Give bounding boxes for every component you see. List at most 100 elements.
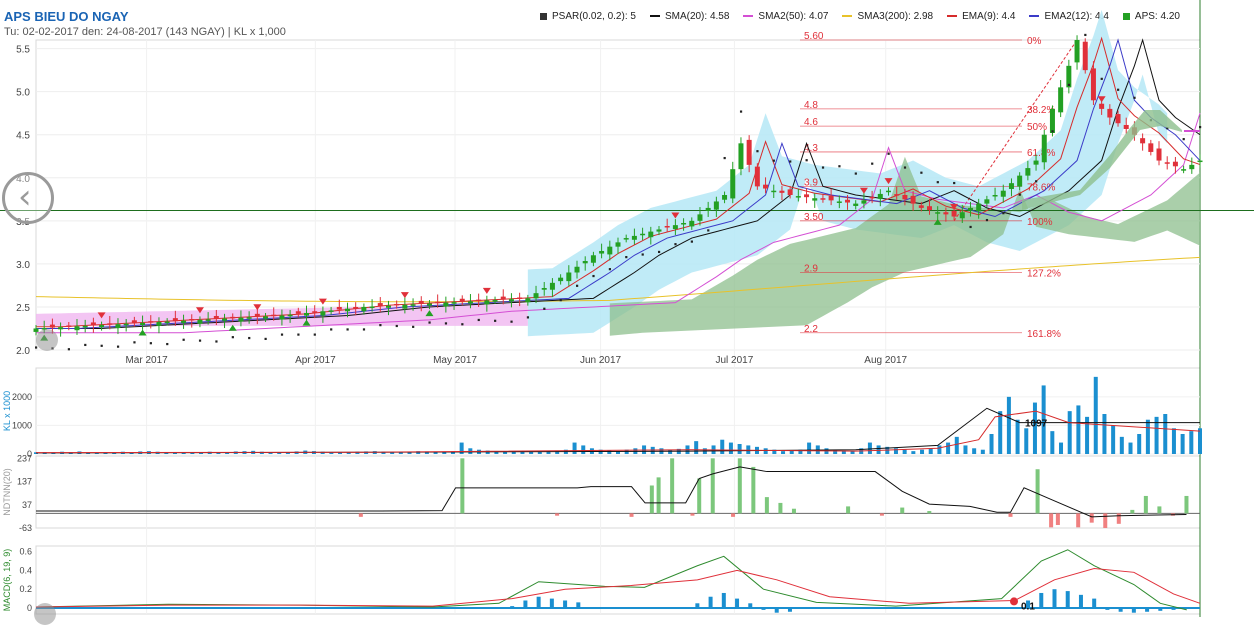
- candle-body: [533, 293, 539, 299]
- candle-body: [836, 201, 842, 203]
- candle-body: [746, 139, 752, 165]
- candle-body: [287, 314, 293, 317]
- volume-bar: [1180, 434, 1185, 454]
- psar-dot: [953, 181, 956, 185]
- candle-body: [189, 319, 195, 321]
- psar-dot: [313, 333, 316, 336]
- candle-body: [812, 198, 818, 201]
- volume-bar: [737, 444, 742, 454]
- candle-body: [722, 195, 728, 200]
- y-tick-label: 5.5: [16, 45, 30, 56]
- candle-body: [918, 205, 924, 208]
- y-tick-label: 5.0: [16, 88, 30, 99]
- volume-bar: [1015, 419, 1020, 454]
- psar-dot: [477, 318, 480, 322]
- candle-body: [115, 324, 121, 329]
- candle-body: [312, 311, 318, 313]
- volume-bar: [181, 452, 186, 454]
- ndtnn-bar: [629, 513, 634, 517]
- candle-body: [1066, 65, 1072, 88]
- macd-histogram-bar: [761, 608, 766, 610]
- volume-bar: [789, 450, 794, 454]
- candle-body: [713, 201, 719, 210]
- macd-axis-label: MACD(6, 19, 9): [2, 549, 12, 612]
- psar-dot: [903, 166, 907, 169]
- volume-bar: [1076, 405, 1081, 454]
- fib-percent-label: 78.6%: [1027, 182, 1055, 193]
- psar-dot: [395, 324, 398, 328]
- candle-body: [910, 195, 916, 204]
- fib-percent-label: 61.8%: [1027, 148, 1055, 159]
- ndtnn-bar: [1008, 513, 1013, 517]
- volume-bar: [911, 451, 916, 454]
- candle-body: [1164, 162, 1170, 164]
- volume-bar: [450, 451, 455, 454]
- scroll-handle-bottom[interactable]: [34, 603, 56, 625]
- ndtnn-line: [36, 466, 1187, 518]
- volume-bar: [920, 449, 925, 454]
- fib-price-label: 3.9: [804, 177, 818, 188]
- volume-bar: [277, 452, 282, 454]
- candle-body: [664, 226, 670, 228]
- candle-body: [1181, 169, 1187, 171]
- volume-bar: [581, 445, 586, 454]
- volume-bar: [381, 451, 386, 454]
- ndtnn-bar: [697, 478, 702, 514]
- candle-body: [795, 196, 801, 198]
- candle-body: [1107, 108, 1113, 118]
- legend-marker: [947, 15, 958, 18]
- buy-signal-marker: [138, 329, 147, 336]
- volume-bar: [980, 449, 985, 454]
- volume-bar: [1171, 428, 1176, 454]
- sell-signal-marker: [253, 304, 262, 311]
- x-tick-label: May 2017: [433, 355, 477, 366]
- volume-bar: [555, 450, 560, 454]
- ndtnn-bar: [649, 485, 654, 514]
- y-tick-label: 2.0: [16, 346, 30, 357]
- psar-dot: [592, 274, 595, 278]
- candle-body: [640, 233, 646, 236]
- scroll-left-button[interactable]: ‹: [2, 172, 54, 224]
- volume-bar: [1067, 411, 1072, 454]
- sell-signal-marker: [400, 292, 409, 299]
- legend-label: EMA2(12): 4.4: [1044, 11, 1109, 22]
- scroll-handle[interactable]: [36, 329, 58, 351]
- candle-body: [861, 200, 867, 204]
- macd-histogram-bar: [563, 600, 568, 608]
- candle-body: [697, 214, 703, 221]
- fib-percent-label: 50%: [1027, 122, 1047, 133]
- candle-body: [435, 301, 441, 304]
- macd-histogram-bar: [774, 608, 779, 613]
- fib-price-label: 4.8: [804, 100, 818, 111]
- ichimoku-cloud-projection: [1022, 110, 1182, 210]
- candle-body: [1156, 148, 1162, 161]
- candle-body: [984, 199, 990, 204]
- candle-body: [967, 207, 973, 211]
- ndtnn-bar: [879, 513, 884, 516]
- psar-dot: [625, 256, 628, 259]
- candle-body: [1090, 68, 1096, 101]
- ndtnn-axis-label: NDTNN(20): [2, 468, 12, 516]
- legend-marker: [1029, 15, 1040, 18]
- volume-bar: [668, 449, 673, 454]
- volume-bar: [529, 451, 534, 454]
- candle-body: [263, 316, 269, 319]
- psar-dot: [116, 345, 120, 348]
- ndtnn-bar: [656, 477, 661, 514]
- macd-y-tick: 0.4: [19, 565, 32, 575]
- psar-dot: [559, 299, 562, 302]
- psar-dot: [1199, 125, 1202, 129]
- candle-body: [500, 296, 506, 300]
- macd-y-tick: 0.6: [19, 547, 32, 557]
- volume-bar: [1024, 428, 1029, 454]
- candle-body: [123, 323, 129, 326]
- macd-histogram-bar: [510, 606, 515, 608]
- candle-body: [738, 143, 744, 170]
- ndtnn-bar: [460, 458, 465, 514]
- psar-dot: [1035, 180, 1038, 183]
- macd-histogram-bar: [1145, 608, 1150, 612]
- candle-body: [238, 317, 244, 322]
- candle-body: [1074, 40, 1080, 63]
- psar-dot: [936, 181, 939, 184]
- volume-bar: [989, 434, 994, 454]
